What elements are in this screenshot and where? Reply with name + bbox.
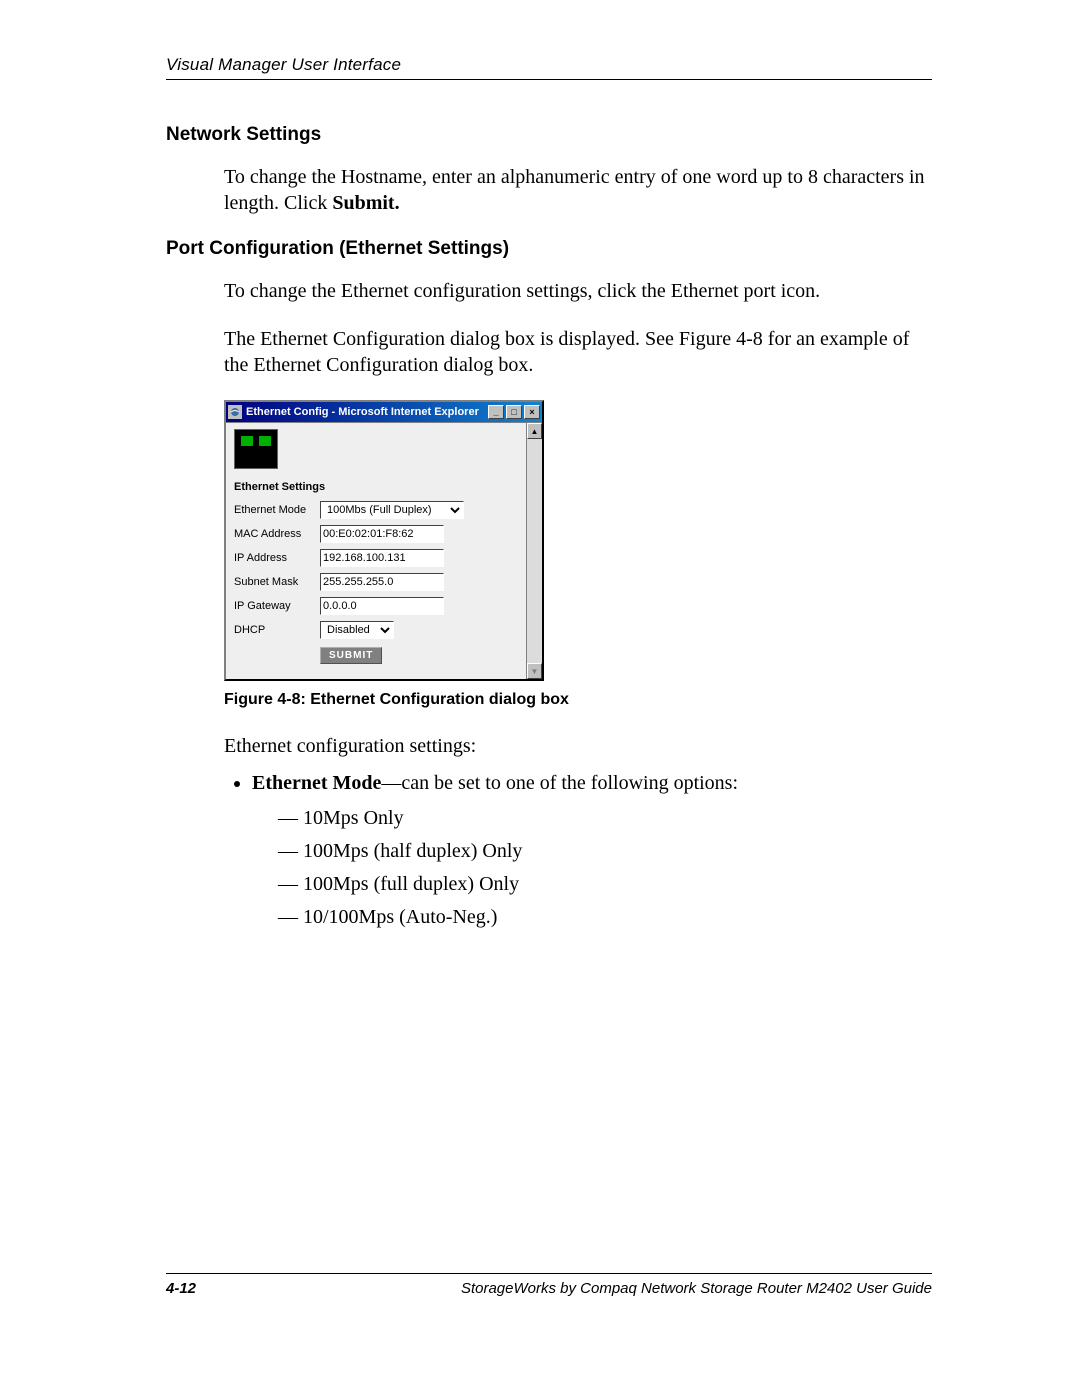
ip-address-input[interactable] — [320, 549, 444, 567]
section-heading-network-settings: Network Settings — [166, 124, 932, 146]
section-heading-port-config: Port Configuration (Ethernet Settings) — [166, 238, 932, 260]
close-button[interactable]: × — [524, 405, 540, 419]
port-config-para-2: The Ethernet Configuration dialog box is… — [224, 326, 932, 378]
subnet-mask-input[interactable] — [320, 573, 444, 591]
dhcp-label: DHCP — [234, 624, 320, 636]
submit-button[interactable]: SUBMIT — [320, 647, 382, 664]
maximize-button[interactable]: □ — [506, 405, 522, 419]
dialog-title-text: Ethernet Config - Microsoft Internet Exp… — [246, 406, 479, 418]
submit-word: Submit. — [332, 192, 399, 214]
list-item: 10/100Mps (Auto-Neg.) — [278, 903, 932, 932]
subnet-mask-label: Subnet Mask — [234, 576, 320, 588]
page-footer: 4-12 StorageWorks by Compaq Network Stor… — [166, 1273, 932, 1297]
port-config-para-1: To change the Ethernet configuration set… — [224, 278, 932, 304]
page-number: 4-12 — [166, 1280, 196, 1297]
dhcp-select[interactable]: Disabled — [320, 621, 394, 639]
footer-title: StorageWorks by Compaq Network Storage R… — [461, 1280, 932, 1297]
mac-address-label: MAC Address — [234, 528, 320, 540]
list-item: 10Mps Only — [278, 804, 932, 833]
ethernet-mode-label: Ethernet Mode — [234, 504, 320, 516]
list-item: 100Mps (full duplex) Only — [278, 870, 932, 899]
mac-address-input[interactable] — [320, 525, 444, 543]
ethernet-mode-desc: —can be set to one of the following opti… — [381, 772, 738, 794]
ethernet-port-icon[interactable] — [234, 429, 278, 469]
minimize-button[interactable]: _ — [488, 405, 504, 419]
network-settings-paragraph: To change the Hostname, enter an alphanu… — [224, 164, 932, 216]
ip-gateway-label: IP Gateway — [234, 600, 320, 612]
running-header: Visual Manager User Interface — [166, 55, 932, 80]
scroll-down-button[interactable]: ▼ — [527, 663, 542, 679]
ip-address-label: IP Address — [234, 552, 320, 564]
list-item: Ethernet Mode—can be set to one of the f… — [252, 769, 932, 932]
dialog-titlebar[interactable]: Ethernet Config - Microsoft Internet Exp… — [226, 402, 542, 422]
scroll-up-button[interactable]: ▲ — [527, 423, 542, 439]
ethernet-config-dialog: Ethernet Config - Microsoft Internet Exp… — [224, 400, 932, 681]
ethernet-mode-select[interactable]: 100Mbs (Full Duplex) — [320, 501, 464, 519]
ip-gateway-input[interactable] — [320, 597, 444, 615]
ethernet-mode-options: 10Mps Only 100Mps (half duplex) Only 100… — [252, 804, 932, 932]
list-item: 100Mps (half duplex) Only — [278, 837, 932, 866]
figure-caption: Figure 4-8: Ethernet Configuration dialo… — [224, 691, 932, 709]
text-fragment: To change the Hostname, enter an alphanu… — [224, 166, 925, 214]
settings-list-intro: Ethernet configuration settings: — [224, 733, 932, 759]
dialog-section-heading: Ethernet Settings — [234, 481, 518, 493]
settings-bullet-list: Ethernet Mode—can be set to one of the f… — [224, 769, 932, 932]
vertical-scrollbar[interactable]: ▲ ▼ — [526, 423, 542, 679]
ethernet-mode-term: Ethernet Mode — [252, 772, 381, 794]
ie-icon — [228, 405, 242, 419]
